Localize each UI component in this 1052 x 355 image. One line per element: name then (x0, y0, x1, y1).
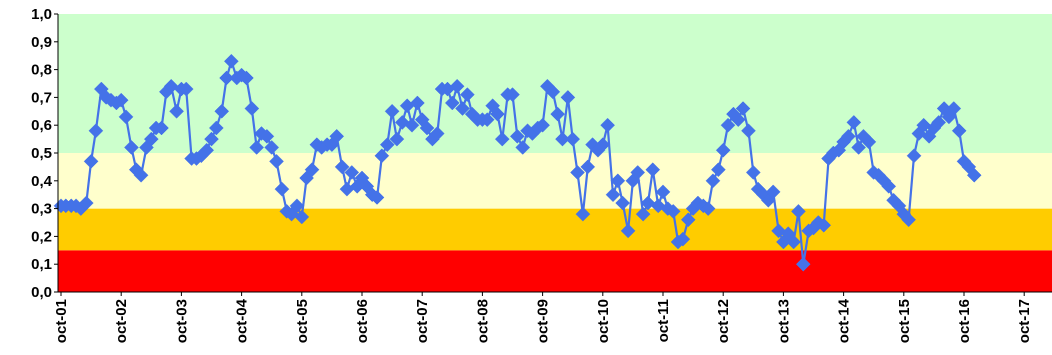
y-tick-label: 0,6 (31, 117, 52, 134)
band-3 (58, 14, 1052, 153)
y-tick-label: 0,5 (31, 145, 52, 162)
y-tick-label: 0,1 (31, 256, 52, 273)
x-tick-label: oct-12 (715, 299, 732, 343)
y-tick-label: 0,3 (31, 201, 52, 218)
x-tick-label: oct-03 (173, 299, 190, 343)
x-tick-label: oct-07 (414, 299, 431, 343)
x-tick-label: oct-04 (234, 298, 251, 343)
band-2 (58, 153, 1052, 209)
x-tick-label: oct-15 (896, 299, 913, 343)
x-tick-label: oct-09 (535, 299, 552, 343)
x-tick-label: oct-02 (113, 299, 130, 343)
x-axis-ticks: oct-01 oct-02 oct-03 oct-04 oct-05 oct-06 oct-… (53, 292, 1033, 343)
y-tick-label: 0,9 (31, 34, 52, 51)
x-tick-label: oct-08 (474, 299, 491, 343)
x-tick-label: oct-14 (836, 298, 853, 343)
y-tick-label: 0,2 (31, 228, 52, 245)
y-tick-label: 0,7 (31, 89, 52, 106)
y-tick-label: 0,8 (31, 62, 52, 79)
x-tick-label: oct-13 (775, 299, 792, 343)
y-axis-ticks: 0,0 0,1 0,2 0,3 0,4 0,5 0,6 0,7 0,8 0,9 1,0 (31, 6, 58, 301)
band-0 (58, 250, 1052, 292)
x-tick-label: oct-05 (294, 299, 311, 343)
y-tick-label: 0,4 (31, 173, 53, 190)
x-tick-label: oct-06 (354, 299, 371, 343)
x-tick-label: oct-01 (53, 299, 70, 343)
y-tick-label: 0,0 (31, 284, 52, 301)
x-tick-label: oct-17 (1016, 299, 1033, 343)
x-tick-label: oct-10 (595, 299, 612, 343)
x-tick-label: oct-11 (655, 299, 672, 342)
x-tick-label: oct-16 (956, 299, 973, 343)
y-tick-label: 1,0 (31, 6, 52, 23)
